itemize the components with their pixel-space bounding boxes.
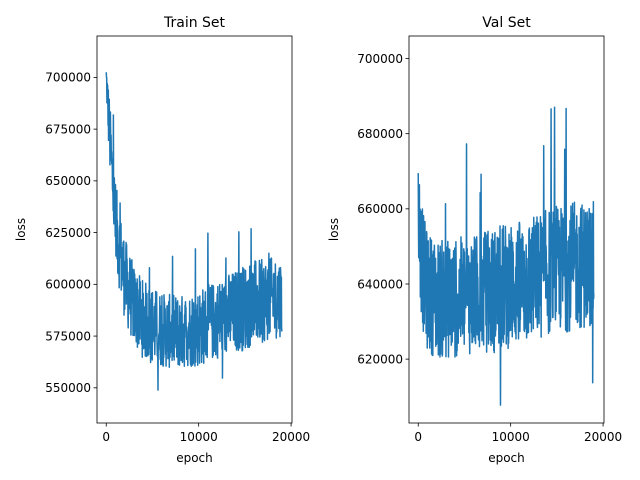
y-tick-label: 625000 — [45, 226, 91, 240]
train-set-plot: Train Set 0 10000 20000 550000 575000 600000… — [14, 15, 310, 465]
chart-title: Val Set — [482, 15, 531, 31]
x-tick-label: 10000 — [492, 430, 530, 444]
y-tick-label: 675000 — [45, 122, 91, 136]
y-tick-label: 575000 — [45, 329, 91, 343]
x-axis-label: epoch — [176, 451, 213, 465]
x-tick-label: 10000 — [180, 430, 218, 444]
chart-title: Train Set — [163, 15, 226, 31]
y-tick-label: 680000 — [357, 127, 403, 141]
y-tick-label: 700000 — [45, 71, 91, 85]
x-axis-label: epoch — [488, 451, 525, 465]
x-tick-label: 20000 — [584, 430, 622, 444]
x-tick-label: 0 — [414, 430, 422, 444]
y-tick-label: 660000 — [357, 202, 403, 216]
y-axis-label: loss — [327, 218, 341, 241]
y-tick-label: 700000 — [357, 52, 403, 66]
y-axis-ticks: 620000 640000 660000 680000 700000 — [357, 52, 409, 366]
axes-frame — [96, 35, 293, 424]
y-axis-ticks: 550000 575000 600000 625000 650000 675000 7000… — [45, 71, 97, 395]
x-tick-label: 0 — [102, 430, 110, 444]
x-axis-ticks: 0 10000 20000 — [102, 423, 310, 444]
y-tick-label: 640000 — [357, 277, 403, 291]
loss-series — [105, 72, 283, 391]
x-tick-label: 20000 — [272, 430, 310, 444]
x-axis-ticks: 0 10000 20000 — [414, 423, 622, 444]
y-tick-label: 600000 — [45, 278, 91, 292]
val-set-plot: Val Set 0 10000 20000 620000 640000 660000 68… — [327, 15, 622, 465]
y-tick-label: 650000 — [45, 174, 91, 188]
loss-line — [417, 106, 595, 406]
loss-series — [417, 106, 595, 406]
y-tick-label: 620000 — [357, 352, 403, 366]
y-axis-label: loss — [14, 218, 28, 241]
axes-frame — [408, 35, 605, 424]
y-tick-label: 550000 — [45, 381, 91, 395]
loss-line — [105, 72, 283, 391]
